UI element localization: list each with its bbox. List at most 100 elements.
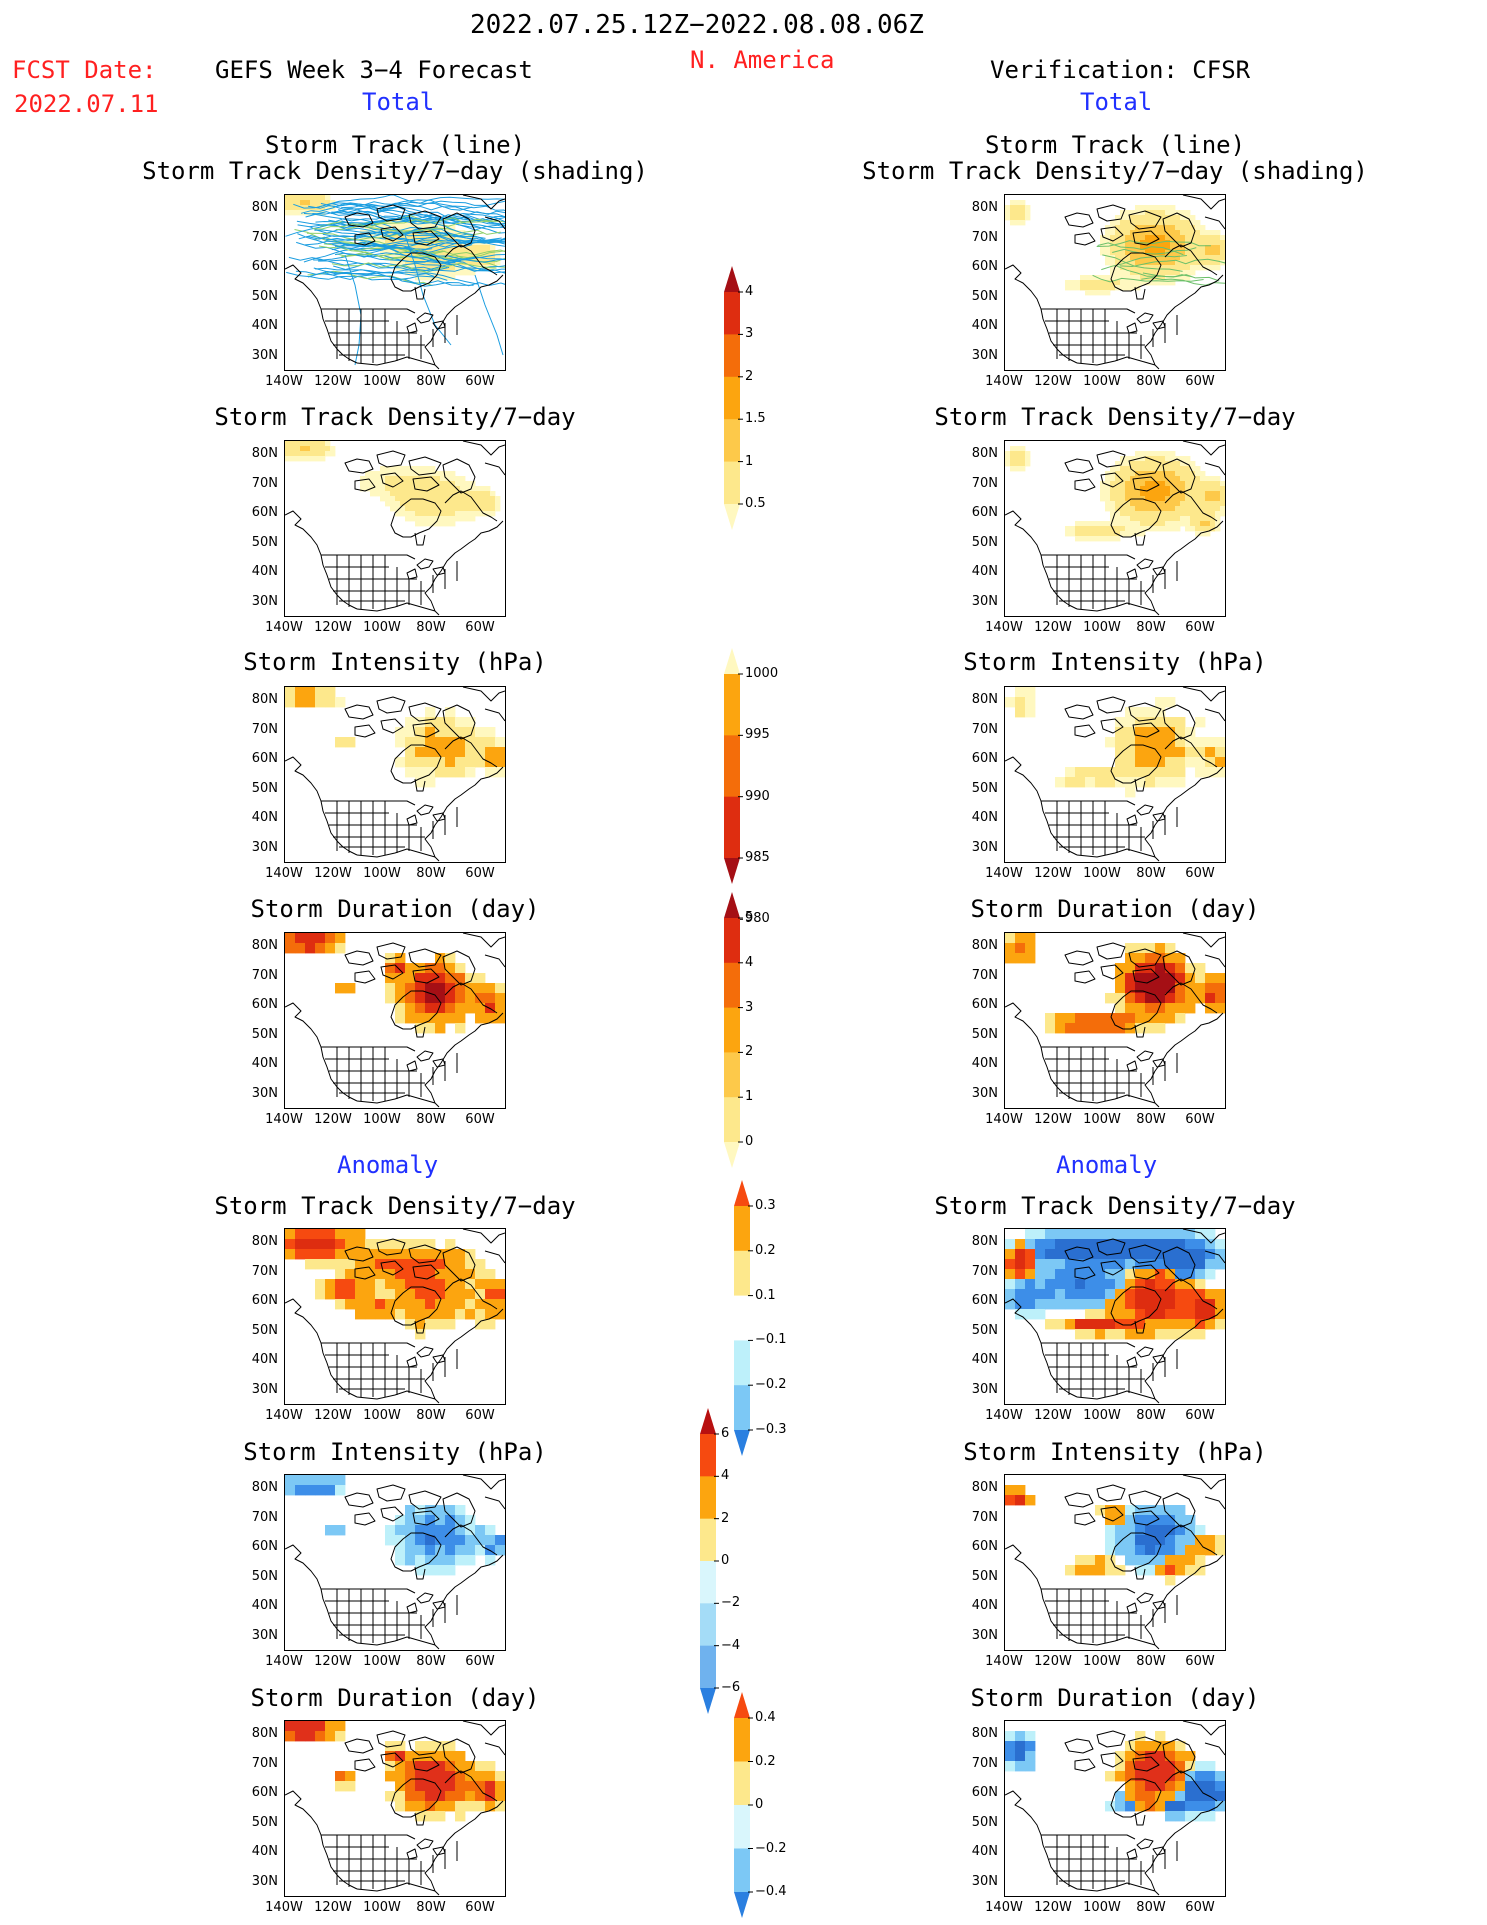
lon-tick-label: 60W	[465, 1408, 495, 1423]
map-boundary	[442, 1246, 476, 1282]
shade-cell	[1130, 240, 1136, 246]
shade-cell	[335, 1279, 346, 1290]
storm-track-line	[315, 216, 505, 223]
lon-tick-label: 60W	[465, 1900, 495, 1915]
shade-cell	[1125, 777, 1136, 788]
shade-cell	[1210, 481, 1216, 487]
shade-cell	[455, 486, 461, 492]
shade-cell	[1165, 1791, 1176, 1802]
shade-cell	[1025, 210, 1031, 216]
shade-cell	[1215, 1781, 1225, 1792]
shade-cell	[1115, 511, 1121, 517]
shade-cell	[1195, 983, 1206, 994]
colorbar-label: −0.3	[755, 1422, 787, 1437]
shade-cell	[1215, 476, 1221, 482]
shade-cell	[285, 1731, 296, 1742]
vf-density-title: Storm Track Density/7−day	[934, 403, 1296, 431]
shade-cell	[450, 491, 456, 497]
shade-cell	[1135, 767, 1146, 778]
shade-cell	[1160, 265, 1166, 271]
shade-cell	[1115, 1229, 1126, 1240]
shade-cell	[1075, 1289, 1086, 1300]
shade-cell	[1130, 280, 1136, 286]
shade-cell	[1100, 491, 1106, 497]
shade-cell	[1160, 250, 1166, 256]
shade-cell	[1210, 486, 1216, 492]
shade-cell	[410, 471, 416, 477]
shade-cell	[1165, 1013, 1176, 1024]
shade-cell	[405, 1761, 416, 1772]
shade-cell	[1120, 235, 1126, 241]
shade-cell	[1125, 496, 1131, 502]
shade-cell	[1130, 471, 1136, 477]
shade-cell	[490, 496, 496, 502]
shade-cell	[375, 491, 381, 497]
shade-cell	[345, 1781, 356, 1792]
shade-cell	[1025, 215, 1031, 221]
shade-cell	[1145, 707, 1156, 718]
shade-cell	[1125, 210, 1131, 216]
shade-cell	[1215, 1545, 1225, 1556]
shade-cell	[1130, 501, 1136, 507]
shade-cell	[1145, 1555, 1156, 1566]
shade-cell	[1155, 1309, 1166, 1320]
shade-cell	[1120, 501, 1126, 507]
shade-cell	[1005, 1495, 1016, 1506]
shade-cell	[1055, 1279, 1066, 1290]
shade-cell	[415, 757, 426, 768]
shade-cell	[435, 973, 446, 984]
shade-cell	[475, 1319, 486, 1330]
shade-cell	[1010, 451, 1016, 457]
shade-cell	[395, 953, 406, 964]
shade-cell	[455, 1761, 466, 1772]
storm-track-line	[335, 240, 505, 263]
shade-cell	[1005, 1279, 1016, 1290]
map-boundary	[1126, 1060, 1138, 1072]
shade-cell	[290, 441, 296, 447]
shade-cell	[395, 1013, 406, 1024]
shade-cell	[1145, 1545, 1156, 1556]
shade-cell	[1015, 1259, 1026, 1270]
shade-cell	[1020, 200, 1026, 206]
map-boundary	[390, 1778, 442, 1818]
lat-tick-label: 30N	[971, 347, 998, 363]
shade-cell	[1185, 973, 1196, 984]
shade-cell	[1215, 1249, 1225, 1260]
shade-cell	[1100, 526, 1106, 532]
shade-cell	[455, 250, 461, 256]
shade-cell	[285, 200, 291, 206]
shade-cell	[1165, 1575, 1176, 1586]
map-boundary	[344, 704, 374, 720]
map-boundary	[1005, 264, 1078, 364]
shade-cell	[1015, 1761, 1026, 1772]
shade-cell	[430, 466, 436, 472]
colorbar-label: −0.2	[755, 1840, 787, 1856]
shade-cell	[1095, 1259, 1106, 1270]
shade-cell	[445, 993, 456, 1004]
shade-cell	[1025, 1259, 1036, 1270]
shade-cell	[1065, 1229, 1076, 1240]
shade-cell	[435, 501, 441, 507]
shade-cell	[1145, 1249, 1156, 1260]
shade-cell	[1155, 275, 1161, 281]
shade-cell	[1125, 1299, 1136, 1310]
shade-cell	[495, 250, 501, 256]
map-fc-intensity	[284, 686, 506, 863]
shade-cell	[1115, 1761, 1126, 1772]
shade-cell	[1075, 1259, 1086, 1270]
shade-cell	[455, 1525, 466, 1536]
map-boundary	[412, 1756, 440, 1772]
shade-cell	[1025, 456, 1031, 462]
shade-cell	[1160, 275, 1166, 281]
shade-cell	[495, 1545, 505, 1556]
shade-cell	[1190, 466, 1196, 472]
shade-cell	[1195, 1259, 1206, 1270]
shade-cell	[440, 481, 446, 487]
shade-cell	[1185, 215, 1191, 221]
shade-cell	[385, 963, 396, 974]
fc-track-title-2: Storm Track Density/7−day (shading)	[142, 157, 648, 185]
shade-cell	[1195, 476, 1201, 482]
shade-cell	[490, 511, 496, 517]
shade-cell	[1075, 526, 1081, 532]
shade-cell	[395, 1239, 406, 1250]
